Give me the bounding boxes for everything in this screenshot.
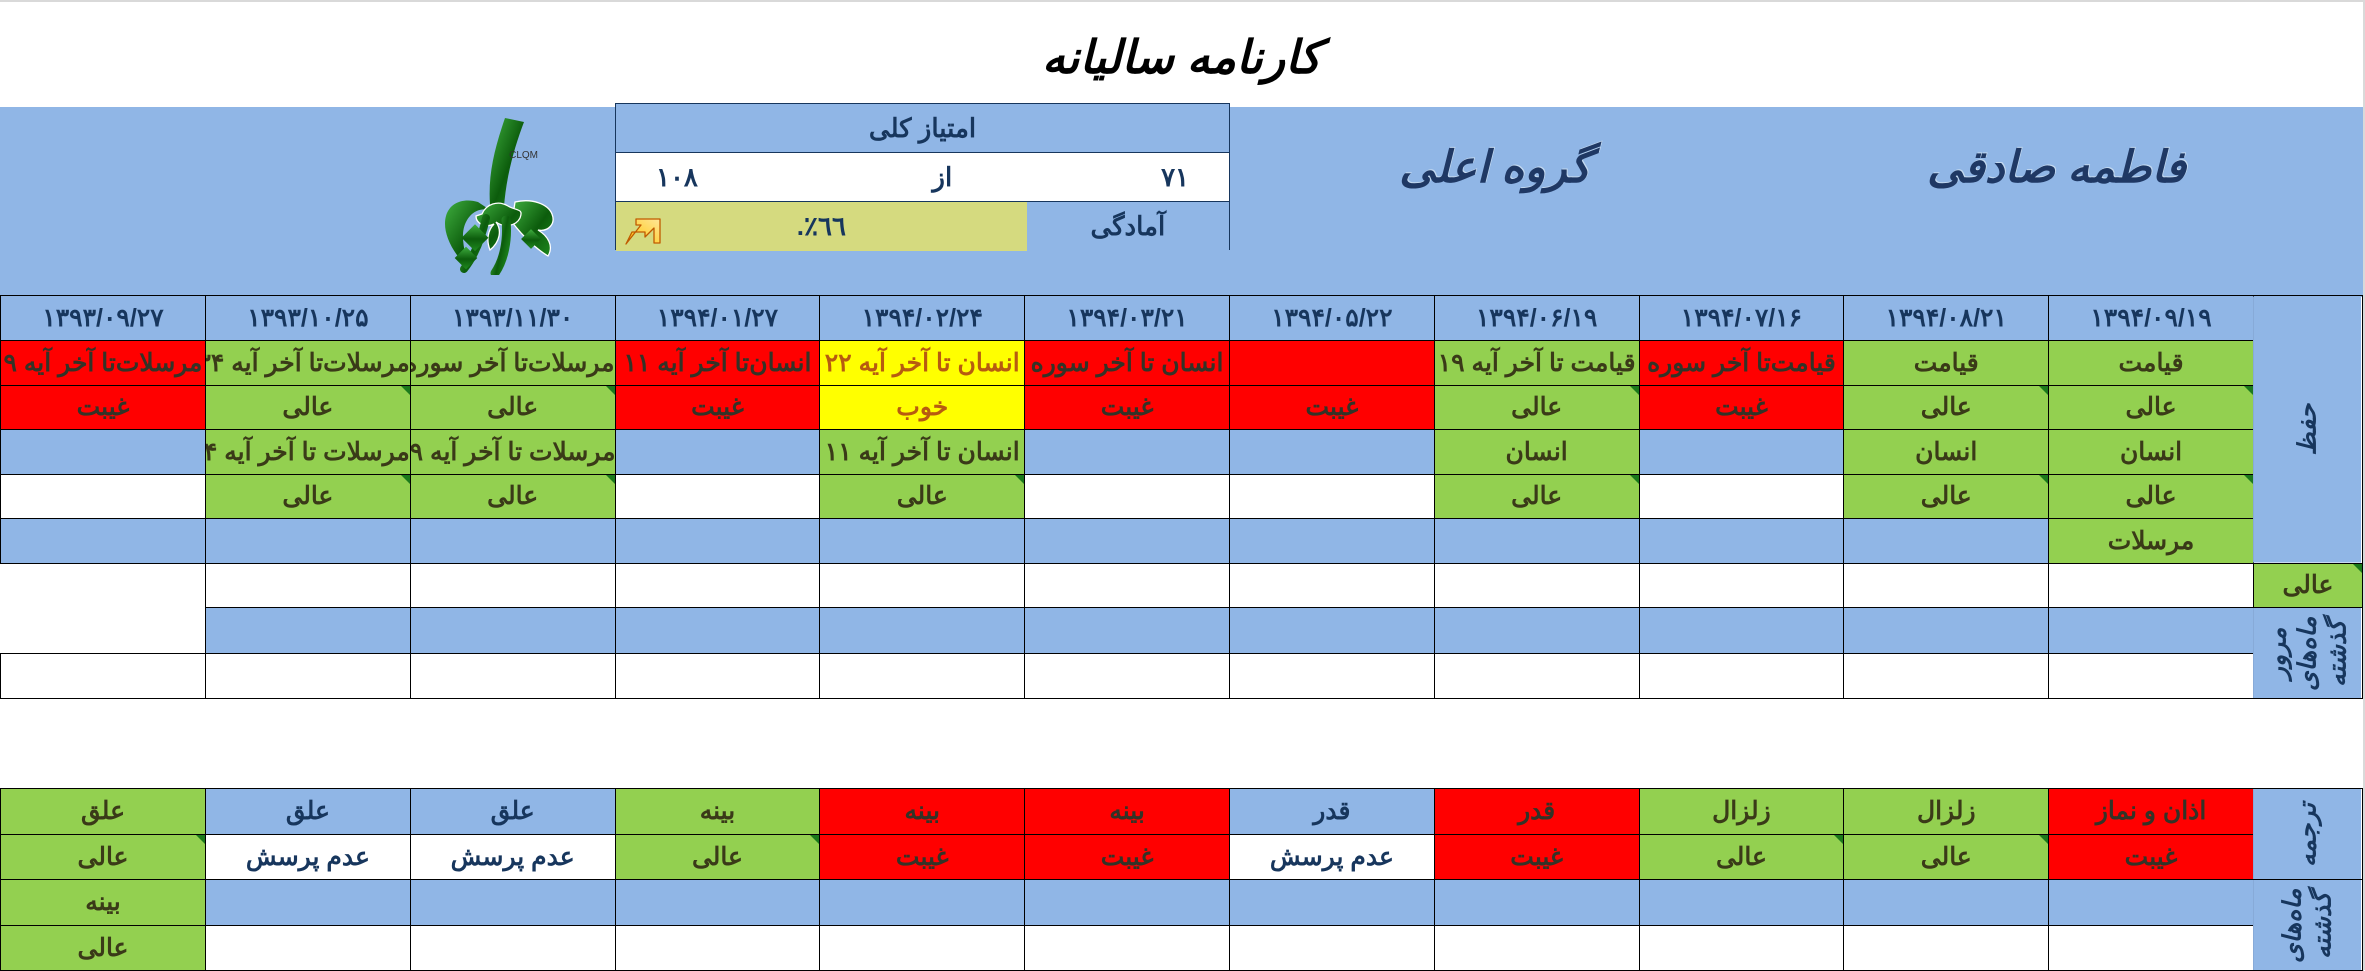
svg-text:CLQM: CLQM xyxy=(509,150,538,161)
